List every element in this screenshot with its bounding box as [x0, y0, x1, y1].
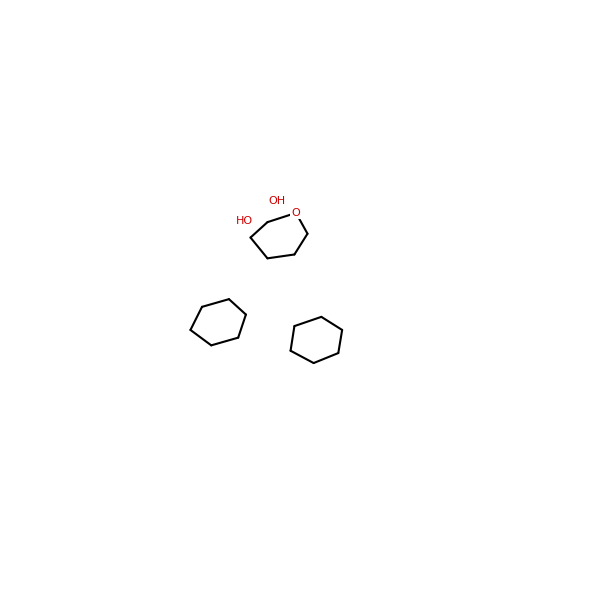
Text: O: O: [292, 208, 301, 218]
Text: HO: HO: [236, 215, 253, 226]
Text: OH: OH: [268, 196, 285, 206]
